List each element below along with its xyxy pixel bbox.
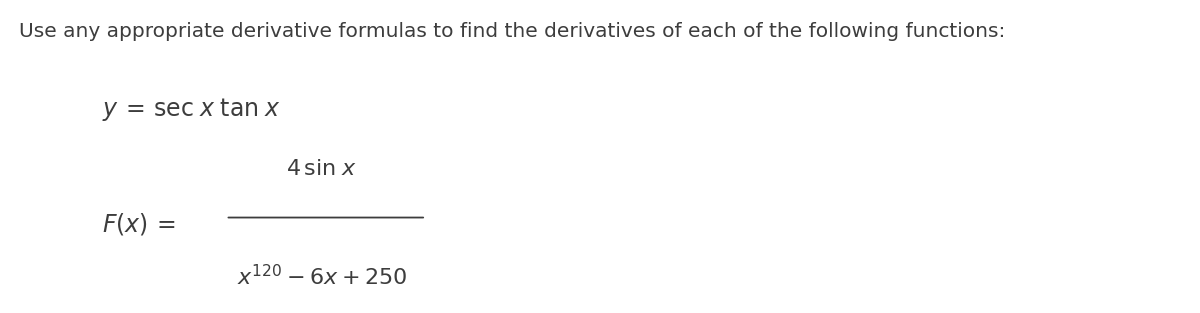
Text: $x^{120}-6x+250$: $x^{120}-6x+250$ — [236, 264, 407, 290]
Text: $F(x)\,=$: $F(x)\,=$ — [102, 211, 175, 237]
Text: $4\,\mathrm{sin}\;x$: $4\,\mathrm{sin}\;x$ — [286, 159, 358, 179]
Text: Use any appropriate derivative formulas to find the derivatives of each of the f: Use any appropriate derivative formulas … — [19, 22, 1006, 41]
Text: $y\,=\,\mathrm{sec}\;x\;\mathrm{tan}\;x$: $y\,=\,\mathrm{sec}\;x\;\mathrm{tan}\;x$ — [102, 96, 281, 123]
